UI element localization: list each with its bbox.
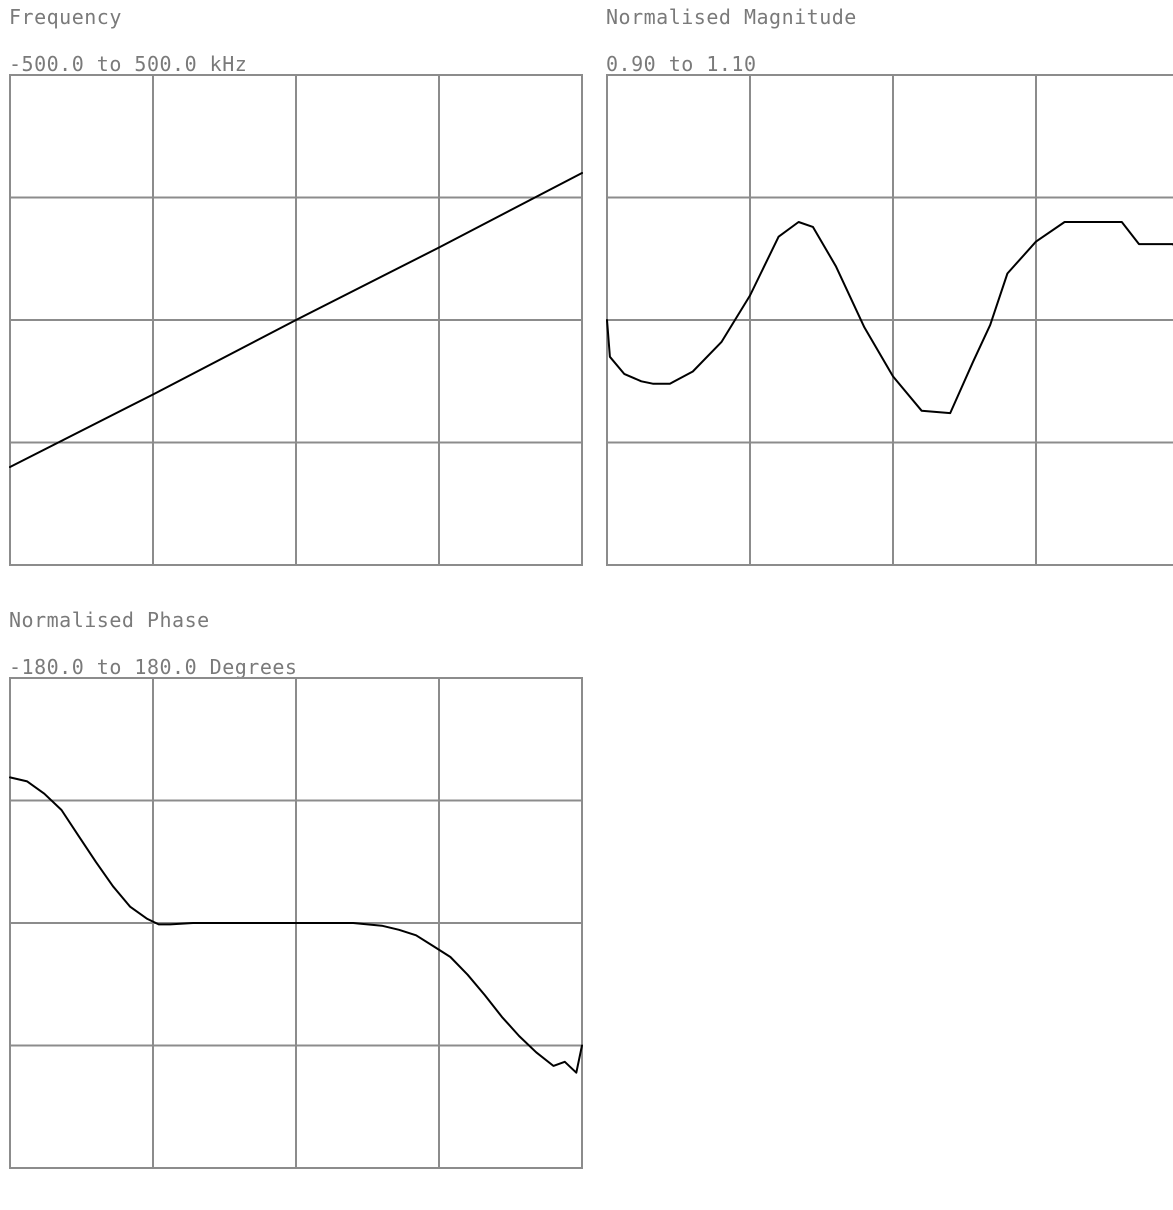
frequency-title: Frequency (9, 5, 122, 29)
magnitude-title: Normalised Magnitude (606, 5, 857, 29)
series-line (606, 221, 1173, 415)
magnitude-panel: Normalised Magnitude 0.90 to 1.10 (606, 0, 1173, 570)
series-line (9, 776, 583, 1074)
phase-plot (9, 677, 583, 1169)
series-line (9, 172, 583, 468)
phase-range: -180.0 to 180.0 Degrees (9, 655, 298, 679)
frequency-plot (9, 74, 583, 566)
gridlines (10, 75, 582, 565)
magnitude-plot (606, 74, 1173, 566)
phase-panel: Normalised Phase -180.0 to 180.0 Degrees (9, 603, 585, 1208)
gridlines (607, 75, 1173, 565)
frequency-panel: Frequency -500.0 to 500.0 kHz (9, 0, 585, 570)
magnitude-range: 0.90 to 1.10 (606, 52, 757, 76)
frequency-range: -500.0 to 500.0 kHz (9, 52, 248, 76)
phase-title: Normalised Phase (9, 608, 210, 632)
